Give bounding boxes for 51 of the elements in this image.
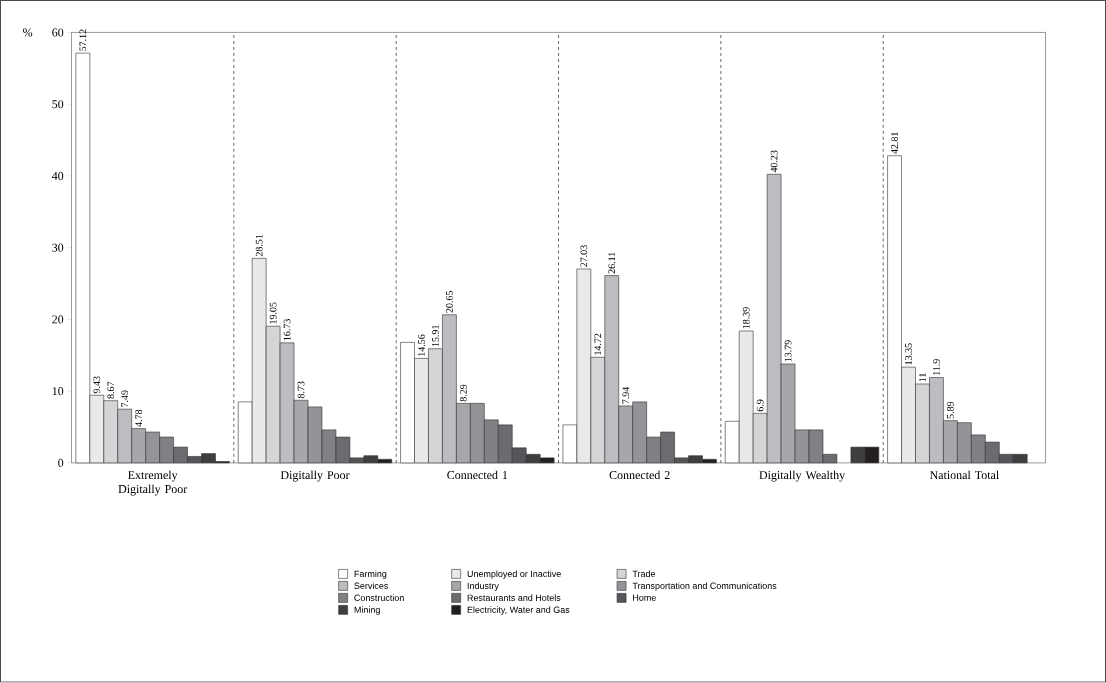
data-label: 15.91 [432, 325, 439, 347]
legend-label: Home [633, 594, 656, 602]
y-tick-label: 30 [52, 243, 64, 252]
legend-label: Electricity, Water and Gas [467, 606, 570, 615]
y-tick-label: 50 [52, 100, 64, 109]
y-tick-label: 10 [52, 387, 64, 396]
legend-label: Mining [354, 606, 380, 615]
data-label: 20.65 [446, 291, 453, 313]
data-label: 19.05 [269, 302, 277, 324]
data-label: 16.73 [283, 319, 291, 341]
data-label: 13.35 [905, 343, 912, 365]
y-tick-label: 0 [58, 459, 64, 468]
data-label: 40.23 [770, 150, 778, 173]
legend-label: Construction [354, 594, 404, 602]
y-tick-label: 20 [52, 315, 64, 324]
data-label: 11 [919, 373, 926, 382]
data-label: 11.9 [933, 359, 940, 376]
data-label: 8.29 [460, 384, 467, 402]
data-label: 18.39 [742, 307, 750, 329]
legend-label: Farming [354, 570, 387, 579]
x-tick-label: Connected 2 [609, 470, 670, 480]
x-tick-label: Digitally Poor [280, 470, 350, 482]
y-tick-label: 40 [51, 172, 64, 181]
data-label: 5.89 [947, 402, 954, 419]
data-label: 27.03 [580, 245, 588, 268]
legend-label: Services [354, 582, 389, 590]
x-tick-label: Extremely Digitally Poor [118, 470, 188, 496]
legend-label: Unemployed or Inactive [467, 570, 561, 579]
data-label: 6.9 [756, 399, 764, 412]
data-label: 8.67 [107, 382, 115, 399]
data-label: 57.12 [79, 29, 87, 52]
data-label: 4.78 [135, 410, 143, 427]
data-label: 13.79 [784, 340, 792, 362]
legend-label: Restaurants and Hotels [467, 594, 561, 602]
legend-label: Trade [632, 570, 656, 578]
x-tick-label: Connected 1 [447, 470, 508, 480]
data-label: 14.56 [418, 334, 425, 357]
legend-label: Industry [467, 582, 499, 591]
data-label: 7.94 [622, 387, 630, 404]
y-axis-title: % [23, 28, 33, 37]
y-tick-label: 60 [52, 28, 64, 37]
legend-label: Transportation and Communications [632, 582, 777, 591]
data-label: 7.49 [121, 390, 129, 408]
data-label: 9.43 [93, 376, 101, 394]
data-label: 8.73 [297, 381, 305, 399]
x-tick-label: Digitally Wealthy [759, 470, 846, 482]
data-label: 14.72 [594, 333, 602, 355]
data-label: 26.11 [608, 252, 616, 274]
data-label: 28.51 [255, 235, 263, 257]
x-tick-label: National Total [929, 470, 999, 480]
data-label: 42.81 [891, 132, 898, 155]
